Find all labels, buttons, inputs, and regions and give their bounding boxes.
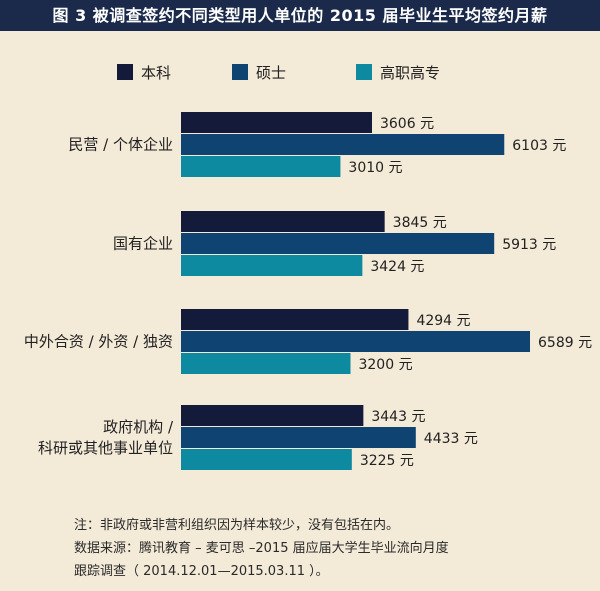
data-label: 6589 元 <box>538 335 592 351</box>
data-label: 6103 元 <box>512 138 566 154</box>
bar <box>181 309 409 330</box>
data-label: 5913 元 <box>502 237 556 253</box>
bar <box>181 405 364 426</box>
data-source-line: 数据来源：腾讯教育 – 麦可思 –2015 届应届大学生毕业流向月度 <box>74 541 449 556</box>
bar <box>181 134 505 155</box>
legend-label: 硕士 <box>256 64 286 82</box>
bar <box>181 156 341 177</box>
bar <box>181 353 351 374</box>
data-label: 3225 元 <box>360 453 414 469</box>
chart-title: 图 3 被调查签约不同类型用人单位的 2015 届毕业生平均签约月薪 <box>0 0 600 31</box>
category-label: 国有企业 <box>113 235 173 253</box>
data-label: 4294 元 <box>416 313 470 329</box>
data-label: 4433 元 <box>424 431 478 447</box>
bar <box>181 112 372 133</box>
data-label: 3200 元 <box>358 357 412 373</box>
bar <box>181 233 495 254</box>
category-label: 中外合资 / 外资 / 独资 <box>24 333 173 351</box>
legend-label: 本科 <box>141 64 171 82</box>
data-label: 3010 元 <box>348 160 402 176</box>
bar <box>181 427 416 448</box>
bar <box>181 211 385 232</box>
bar <box>181 255 363 276</box>
data-source-period: 跟踪调查（ 2014.12.01—2015.03.11 ）。 <box>74 564 329 579</box>
legend-label: 高职高专 <box>380 64 440 82</box>
data-label: 3443 元 <box>371 409 425 425</box>
category-label: 科研或其他事业单位 <box>38 439 173 457</box>
footnote: 注：非政府或非营利组织因为样本较少，没有包括在内。 <box>74 518 400 533</box>
bar <box>181 331 530 352</box>
bar <box>181 449 352 470</box>
legend-swatch <box>117 64 133 80</box>
category-label: 民营 / 个体企业 <box>68 136 173 154</box>
legend-swatch <box>232 64 248 80</box>
data-label: 3606 元 <box>380 116 434 132</box>
data-label: 3845 元 <box>393 215 447 231</box>
data-label: 3424 元 <box>370 259 424 275</box>
category-label: 政府机构 / <box>103 418 174 436</box>
legend-swatch <box>356 64 372 80</box>
